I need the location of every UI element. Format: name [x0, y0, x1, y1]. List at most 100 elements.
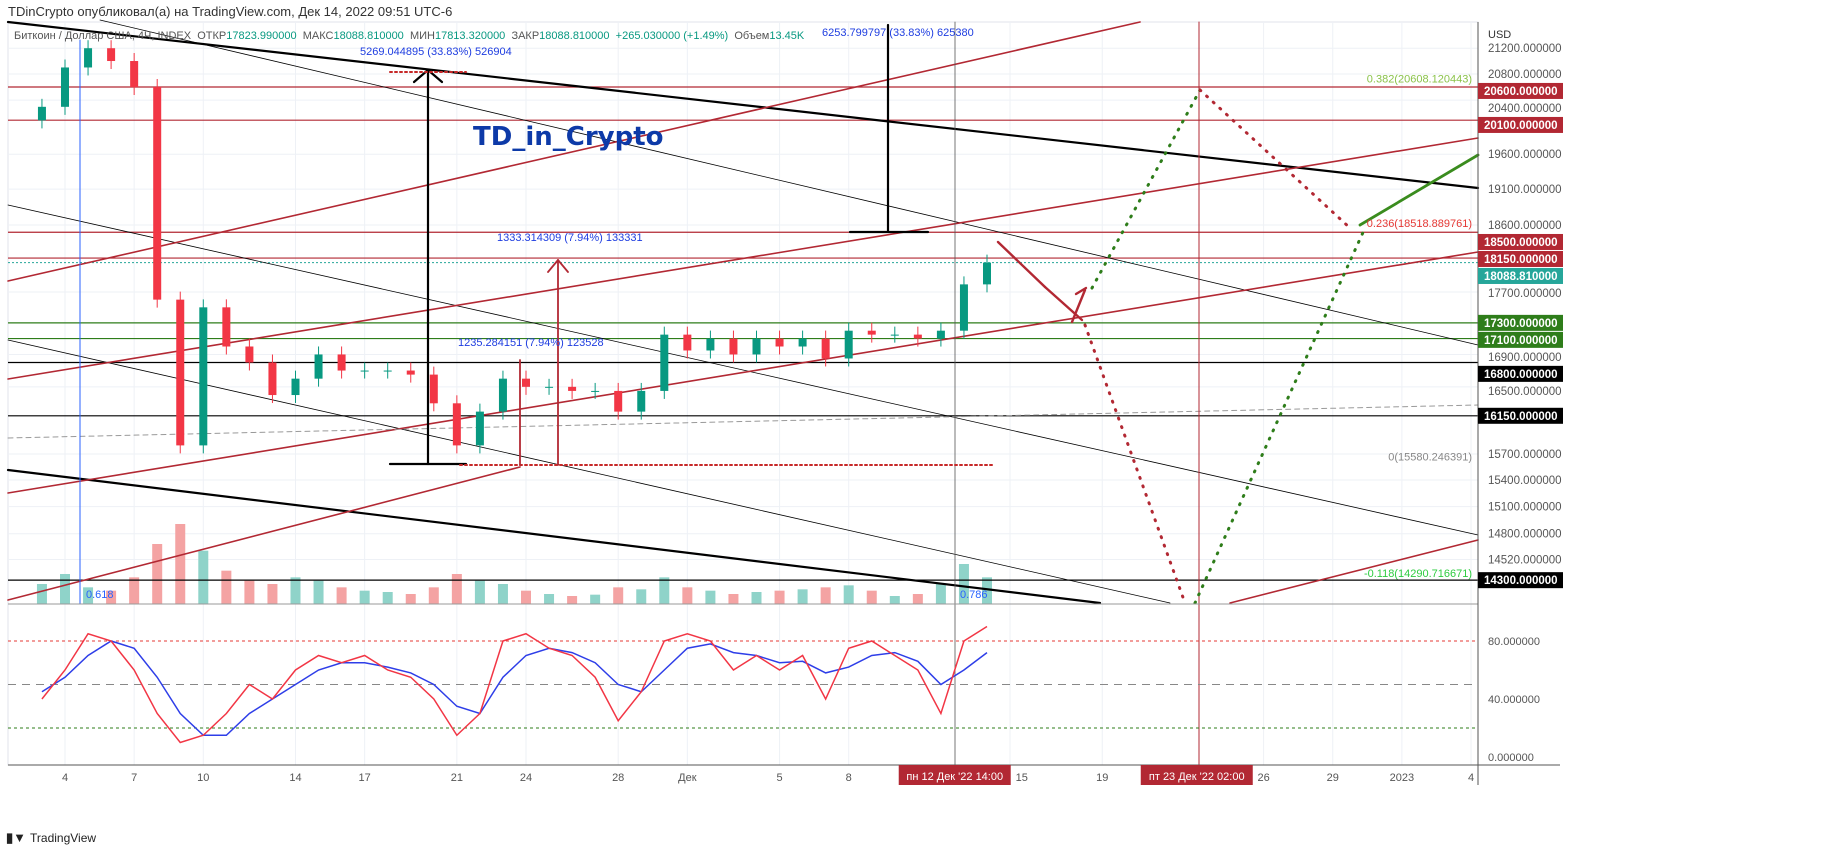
- low-label: МИН: [409, 30, 435, 42]
- time-tick: 7: [131, 772, 137, 784]
- fib-side-label: 0.618: [86, 589, 114, 601]
- close-label: ЗАКР: [511, 30, 540, 42]
- volume-bar: [290, 577, 301, 604]
- time-tick: 26: [1257, 772, 1269, 784]
- volume-bar: [751, 592, 762, 604]
- volume-bar: [912, 594, 923, 604]
- candle-body: [890, 334, 899, 336]
- price-level-badge: [1478, 250, 1563, 267]
- candle-body: [591, 390, 600, 392]
- price-level-label: 17300.000000: [1484, 318, 1558, 330]
- candle-body: [614, 390, 623, 412]
- price-tick: 20400.000000: [1488, 103, 1562, 115]
- price-level-label: 18500.000000: [1484, 237, 1558, 249]
- tv-logo-icon: ▮▼: [6, 830, 27, 845]
- candle-body: [337, 354, 346, 371]
- change-value: +265.030000 (+1.49%): [615, 30, 729, 42]
- candle-body: [222, 307, 231, 347]
- volume-label: Объем: [734, 30, 770, 42]
- volume-bar: [705, 590, 716, 604]
- candle-body: [867, 330, 876, 335]
- dashed-line: [7, 404, 1479, 439]
- volume-bar: [521, 590, 531, 604]
- price-chart[interactable]: TD_in_Crypto 5269.044895 (33.83%) 526904 6…: [0, 0, 1834, 800]
- price-tick: 15100.000000: [1488, 502, 1562, 514]
- time-tick: 4: [1468, 772, 1474, 784]
- volume-bar: [244, 580, 255, 604]
- volume-bar: [313, 580, 324, 604]
- trend-line: [7, 204, 1479, 536]
- candle-body: [913, 334, 922, 339]
- time-marker-label: пн 12 Дек '22 14:00: [906, 771, 1003, 783]
- time-tick: 4: [62, 772, 68, 784]
- oscillator-tick: 80.000000: [1488, 636, 1540, 648]
- price-tick: 19600.000000: [1488, 149, 1562, 161]
- volume-bar: [567, 596, 578, 604]
- time-tick: 15: [1016, 772, 1028, 784]
- oscillator-tick: 0.000000: [1488, 752, 1534, 764]
- candle-body: [498, 378, 507, 412]
- oscillator-line-red: [41, 625, 988, 744]
- candle-body: [130, 61, 139, 87]
- price-level-badge: [1478, 267, 1563, 284]
- price-tick: 15700.000000: [1488, 449, 1562, 461]
- candle-body: [660, 334, 669, 391]
- projection-dotted: [1198, 88, 1352, 230]
- fib-level-label: 0(15580.246391): [1388, 451, 1472, 463]
- channel-line: [7, 466, 521, 601]
- candle-body: [199, 307, 208, 446]
- price-level-label: 16150.000000: [1484, 411, 1558, 423]
- volume-bar: [590, 594, 601, 604]
- volume-bar: [60, 574, 70, 604]
- trend-line: [99, 19, 1479, 346]
- volume-bar: [797, 589, 808, 604]
- candle-body: [729, 338, 738, 355]
- symbol-name[interactable]: Биткоин / Доллар США, 4Ч, INDEX: [14, 30, 192, 42]
- volume-bar: [428, 587, 439, 604]
- candle-body: [291, 378, 300, 396]
- price-tick: 19100.000000: [1488, 184, 1562, 196]
- arrow-head: [547, 259, 559, 273]
- symbol-legend: Биткоин / Доллар США, 4Ч, INDEX ОТКР1782…: [14, 30, 804, 42]
- candle-body: [245, 346, 254, 363]
- price-level-label: 20600.000000: [1484, 86, 1558, 98]
- candle-body: [176, 299, 185, 446]
- close-value: 18088.810000: [539, 30, 610, 42]
- volume-bar: [613, 587, 624, 604]
- candle-body: [452, 403, 461, 446]
- volume-bar: [497, 584, 508, 604]
- price-level-badge: [1478, 365, 1563, 382]
- fib-level-label: -0.118(14290.716671): [1364, 568, 1472, 580]
- price-level-badge: [1478, 116, 1563, 133]
- volume-value: 13.45K: [769, 30, 805, 42]
- candle-body: [775, 338, 784, 347]
- price-tick: 14800.000000: [1488, 529, 1562, 541]
- candle-body: [637, 390, 646, 412]
- trend-line-thick: [6, 468, 1102, 605]
- arrow-head: [557, 259, 569, 273]
- projection-dotted: [1193, 226, 1367, 605]
- candle-body: [84, 48, 93, 68]
- time-tick: 14: [289, 772, 301, 784]
- volume-bar: [728, 594, 739, 604]
- time-marker-badge: [1140, 765, 1253, 785]
- measurement-label: 5269.044895 (33.83%) 526904: [360, 46, 512, 58]
- currency-label: USD: [1488, 29, 1511, 41]
- price-level-badge: [1478, 314, 1563, 331]
- price-tick: 16500.000000: [1488, 386, 1562, 398]
- price-level-badge: [1478, 331, 1563, 348]
- trend-line-thick: [6, 20, 1480, 190]
- channel-line: [7, 137, 1479, 380]
- projection-arrow: [996, 240, 1047, 289]
- candle-body: [37, 106, 46, 121]
- volume-bar: [544, 594, 555, 604]
- time-tick: Дек: [678, 772, 697, 784]
- tradingview-logo[interactable]: ▮▼ TradingView: [6, 830, 96, 846]
- candle-body: [568, 386, 577, 391]
- candle-body: [752, 338, 761, 355]
- price-level-badge: [1478, 82, 1563, 99]
- volume-bar: [866, 590, 877, 604]
- price-level-label: 14300.000000: [1484, 575, 1558, 587]
- price-level-label: 18150.000000: [1484, 254, 1558, 266]
- price-level-label: 17100.000000: [1484, 335, 1558, 347]
